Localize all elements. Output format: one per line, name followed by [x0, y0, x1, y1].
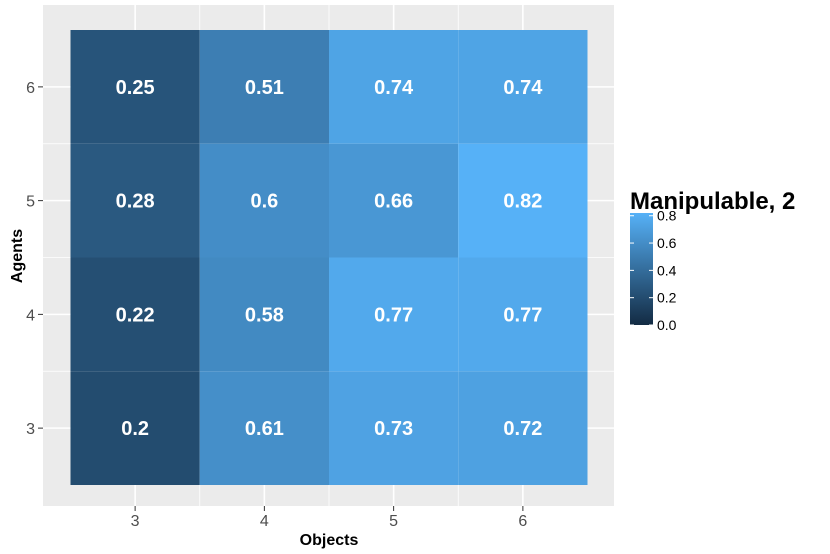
legend-title: Manipulable, 2	[630, 188, 795, 215]
cell-value-label: 0.73	[374, 418, 413, 440]
cell-value-label: 0.61	[245, 418, 284, 440]
legend-tick-label: 0.2	[657, 290, 677, 306]
x-tick-label: 5	[389, 513, 398, 530]
cell-value-label: 0.74	[503, 77, 543, 99]
cell-value-label: 0.51	[245, 77, 284, 99]
x-tick-label: 4	[260, 513, 269, 530]
cell-value-label: 0.6	[250, 191, 278, 213]
heatmap-cell	[329, 257, 459, 372]
y-axis: 3 4 5 6	[26, 80, 43, 438]
heatmap-cell	[70, 143, 200, 258]
cell-value-label: 0.77	[503, 304, 542, 326]
heatmap-cell	[70, 30, 200, 144]
heatmap-cell	[329, 371, 459, 485]
color-legend: Manipulable, 2 0.0 0.2 0.4 0.6 0.8	[630, 188, 795, 333]
heatmap-cell	[199, 257, 329, 372]
x-tick-label: 6	[518, 513, 527, 530]
heatmap-cell	[329, 143, 459, 258]
y-tick-label: 6	[26, 80, 35, 97]
cell-value-label: 0.66	[374, 191, 413, 213]
heatmap-cell	[329, 30, 459, 144]
cell-value-label: 0.82	[503, 191, 542, 213]
legend-tick-label: 0.4	[657, 262, 677, 278]
heatmap-cells	[70, 30, 588, 485]
cell-value-label: 0.25	[116, 77, 155, 99]
cell-value-labels: 0.25 0.51 0.74 0.74 0.28 0.6 0.66 0.82 0.22 0.58 0…	[116, 77, 544, 440]
y-tick-label: 3	[26, 421, 35, 438]
legend-tick-label: 0.6	[657, 235, 677, 251]
heatmap-cell	[458, 371, 588, 485]
cell-value-label: 0.77	[374, 304, 413, 326]
heatmap-cell	[458, 30, 588, 144]
heatmap-cell	[199, 30, 329, 144]
cell-value-label: 0.58	[245, 304, 284, 326]
legend-tick-label: 0.0	[657, 317, 677, 333]
x-tick-label: 3	[131, 513, 140, 530]
x-axis: 3 4 5 6	[131, 506, 527, 530]
cell-value-label: 0.2	[121, 418, 149, 440]
legend-tick-label: 0.8	[657, 208, 677, 224]
heatmap-cell	[199, 143, 329, 258]
cell-value-label: 0.72	[503, 418, 542, 440]
cell-value-label: 0.22	[116, 304, 155, 326]
legend-colorbar	[630, 213, 653, 325]
heatmap-cell	[458, 143, 588, 258]
x-axis-title: Objects	[300, 532, 359, 549]
heatmap-cell	[70, 257, 200, 372]
heatmap-cell	[70, 371, 200, 485]
heatmap-cell	[199, 371, 329, 485]
y-tick-label: 5	[26, 194, 35, 211]
y-tick-label: 4	[26, 307, 35, 324]
cell-value-label: 0.28	[116, 191, 155, 213]
cell-value-label: 0.74	[374, 77, 414, 99]
y-axis-title: Agents	[9, 229, 26, 283]
heatmap-cell	[458, 257, 588, 372]
